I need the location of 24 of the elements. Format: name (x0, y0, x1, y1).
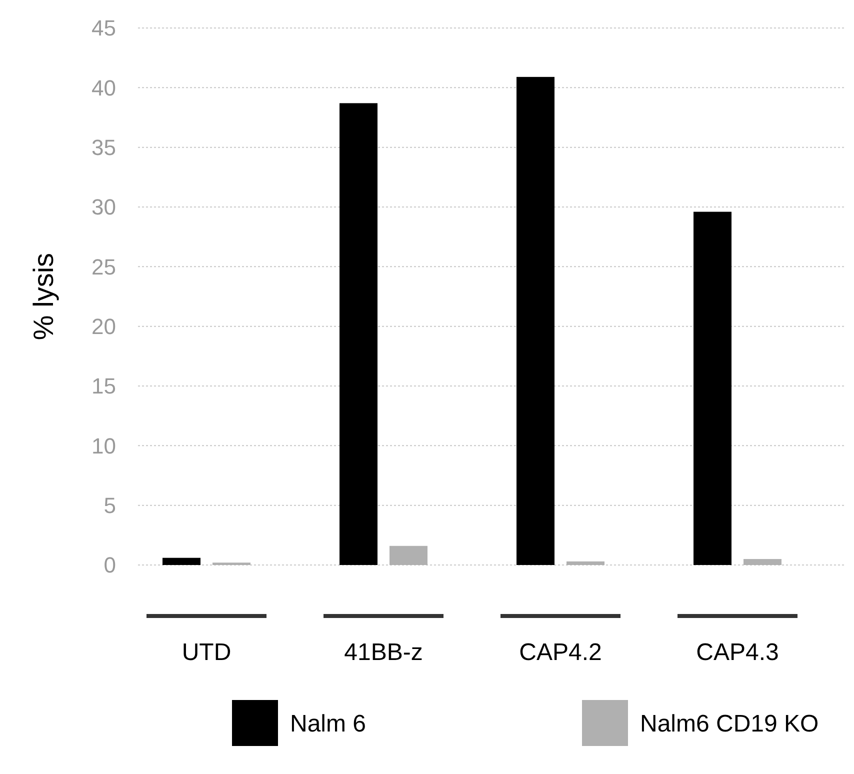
bar (516, 76, 554, 565)
x-tick-label: UTD (182, 639, 232, 666)
y-axis-title: % lysis (28, 252, 59, 340)
y-tick-label: 0 (104, 552, 116, 578)
y-tick-label: 30 (92, 194, 116, 220)
y-tick-label: 20 (92, 314, 116, 340)
y-tick-label: 15 (92, 374, 116, 399)
x-tick-label: 41BB-z (344, 639, 423, 666)
y-tick-label: 35 (92, 135, 116, 160)
bar (340, 103, 378, 565)
bar (694, 212, 732, 565)
legend-label: Nalm6 CD19 KO (640, 710, 819, 738)
bar (744, 559, 782, 565)
y-tick-label: 45 (92, 16, 116, 41)
bar (162, 558, 200, 565)
y-tick-label: 10 (92, 433, 116, 458)
x-tick-label: CAP4.3 (696, 639, 779, 666)
x-tick-label: CAP4.2 (519, 639, 602, 666)
y-tick-label: 40 (92, 75, 116, 100)
bar (566, 561, 604, 565)
y-tick-label: 25 (92, 254, 116, 280)
legend-label: Nalm 6 (290, 710, 366, 738)
y-tick-label: 5 (104, 493, 116, 518)
bar (390, 546, 428, 565)
